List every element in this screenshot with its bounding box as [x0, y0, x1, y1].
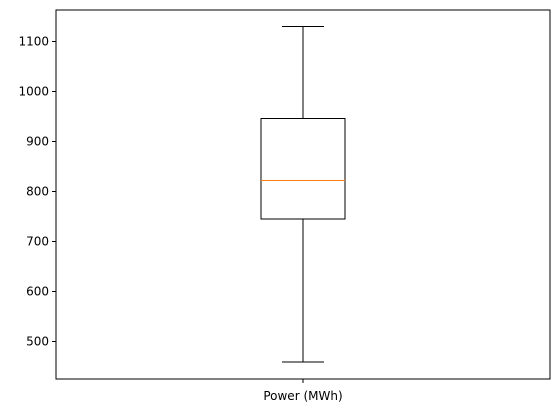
x-tick-label: Power (MWh)	[263, 389, 342, 403]
y-tick-label: 900	[26, 135, 49, 149]
iqr-box	[260, 118, 346, 220]
y-axis: 500 600 700 800 900 1000 1100	[18, 35, 56, 349]
y-tick-label: 700	[26, 235, 49, 249]
boxes	[260, 26, 346, 363]
y-tick-label: 500	[26, 335, 49, 349]
y-tick-label: 800	[26, 185, 49, 199]
x-axis: Power (MWh)	[263, 379, 343, 403]
y-tick-label: 1000	[18, 85, 49, 99]
y-tick-label: 600	[26, 285, 49, 299]
y-tick-label: 1100	[18, 35, 49, 49]
